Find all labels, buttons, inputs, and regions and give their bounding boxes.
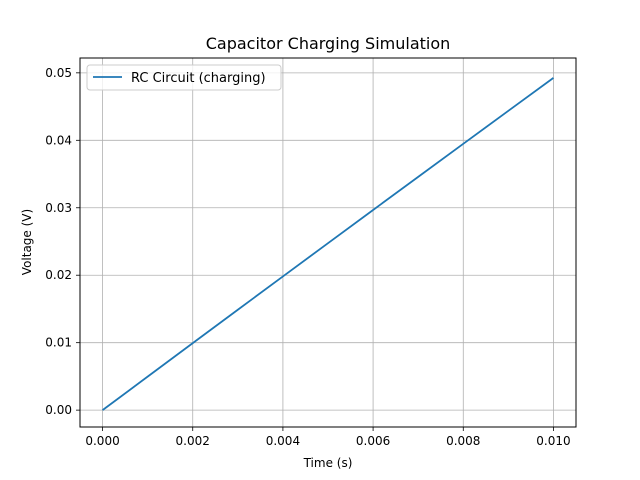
x-tick-label: 0.002	[176, 434, 210, 448]
y-tick-label: 0.00	[45, 403, 72, 417]
chart-title: Capacitor Charging Simulation	[206, 34, 451, 53]
series-line	[102, 77, 554, 411]
ticks: 0.000 0.002 0.004 0.006 0.008 0.010 0.00 0.01 0.…	[45, 66, 570, 448]
x-axis-label: Time (s)	[303, 456, 353, 470]
legend: RC Circuit (charging)	[86, 64, 282, 91]
x-tick-label: 0.008	[446, 434, 480, 448]
axes-frame	[79, 57, 577, 428]
x-tick-label: 0.000	[85, 434, 119, 448]
legend-box	[86, 64, 282, 91]
grid	[80, 58, 576, 427]
y-tick-label: 0.05	[45, 66, 72, 80]
y-tick-label: 0.01	[45, 336, 72, 350]
x-tick-label: 0.010	[536, 434, 570, 448]
legend-label: RC Circuit (charging)	[131, 71, 266, 86]
plot-area	[102, 77, 554, 411]
x-tick-label: 0.006	[356, 434, 390, 448]
x-tick-label: 0.004	[266, 434, 300, 448]
y-tick-label: 0.02	[45, 268, 72, 282]
y-axis-label: Voltage (V)	[20, 209, 34, 275]
y-tick-label: 0.04	[45, 133, 72, 147]
y-tick-label: 0.03	[45, 201, 72, 215]
